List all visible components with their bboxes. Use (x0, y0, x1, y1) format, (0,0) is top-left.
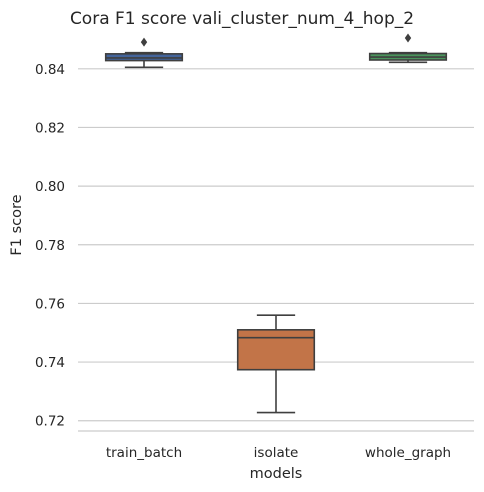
x-tick-labels: train_batch isolate whole_graph (106, 445, 451, 461)
box-train_batch (104, 37, 184, 69)
y-tick-label: 0.74 (35, 355, 65, 371)
outlier-point (404, 33, 412, 43)
y-tick-label: 0.84 (35, 62, 65, 78)
boxes (104, 33, 448, 414)
y-tick-label: 0.76 (35, 296, 65, 312)
box-whole_graph (368, 33, 448, 64)
chart-title: Cora F1 score vali_cluster_num_4_hop_2 (70, 9, 414, 29)
y-tick-label: 0.72 (35, 414, 65, 430)
x-tick-label: whole_graph (365, 445, 451, 461)
y-tick-labels: 0.72 0.74 0.76 0.78 0.80 0.82 0.84 (35, 62, 65, 430)
y-axis-label: F1 score (9, 194, 25, 255)
box-isolate (236, 314, 316, 414)
x-axis-label: models (250, 466, 303, 482)
outlier-point (140, 37, 148, 47)
iqr-box (236, 329, 316, 371)
y-tick-label: 0.80 (35, 179, 65, 195)
x-tick-label: isolate (254, 445, 299, 461)
y-tick-label: 0.82 (35, 120, 65, 136)
grid-lines (78, 68, 474, 422)
x-tick-label: train_batch (106, 445, 182, 461)
y-tick-label: 0.78 (35, 238, 65, 254)
